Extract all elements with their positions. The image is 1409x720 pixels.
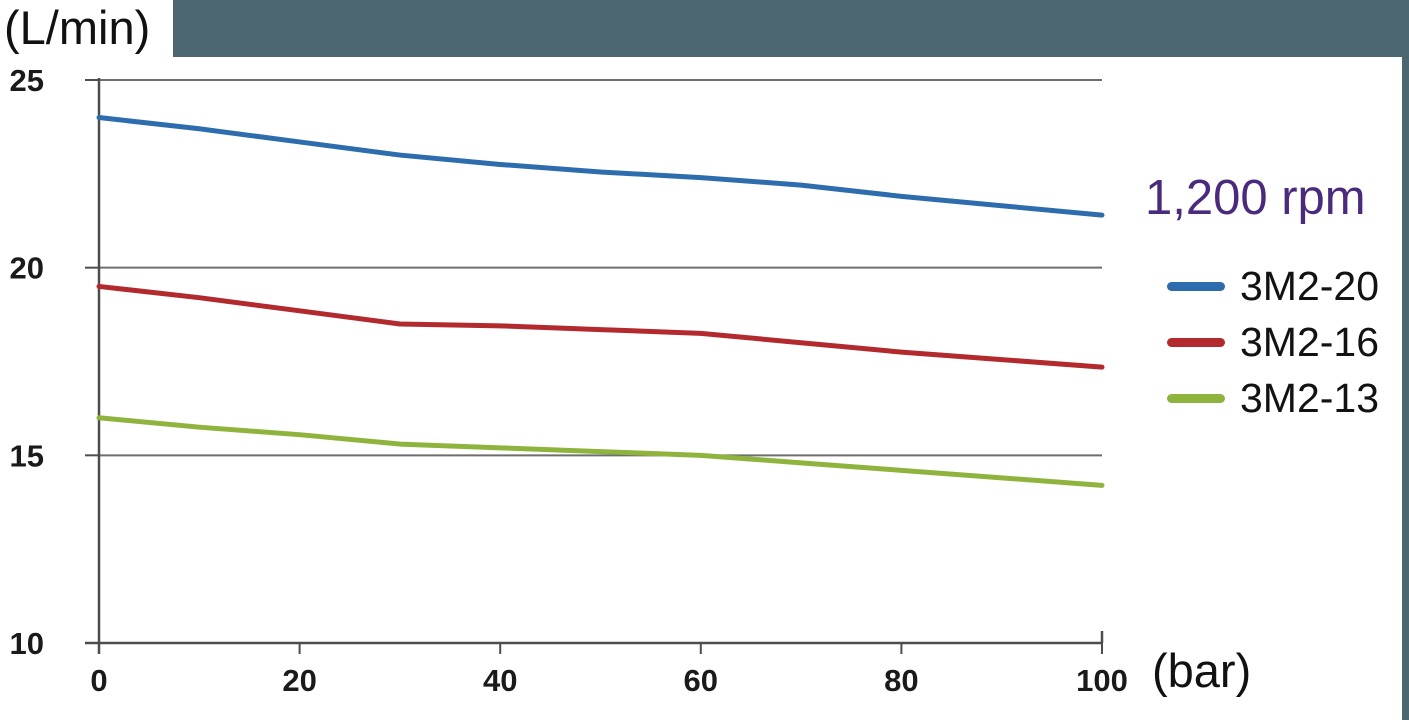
x-tick-label-60: 60 (684, 663, 718, 698)
x-tick-label-100: 100 (1076, 663, 1128, 698)
legend-title-rpm: 1,200 rpm (1145, 171, 1366, 225)
header-bar (173, 0, 1409, 57)
y-tick-label-25: 25 (10, 63, 44, 98)
legend-label: 3M2-13 (1240, 375, 1380, 421)
series-line-3m2-16 (96, 283, 1105, 370)
legend: 3M2-20 3M2-16 3M2-13 (1167, 262, 1379, 422)
legend-label: 3M2-20 (1240, 263, 1380, 309)
y-axis-unit-label: (L/min) (4, 1, 151, 54)
series-line-3m2-13 (96, 415, 1105, 488)
y-tick-label-10: 10 (10, 626, 44, 661)
x-tick-label-80: 80 (884, 663, 918, 698)
legend-label: 3M2-16 (1240, 319, 1380, 365)
legend-item-3m2-16: 3M2-16 (1167, 318, 1379, 366)
x-axis-unit-label: (bar) (1152, 644, 1252, 697)
legend-item-3m2-20: 3M2-20 (1167, 262, 1379, 310)
legend-swatch-green (1167, 393, 1225, 403)
right-edge-strip (1402, 0, 1409, 720)
y-tick-label-15: 15 (10, 438, 44, 473)
legend-item-3m2-13: 3M2-13 (1167, 374, 1379, 422)
y-tick-label-20: 20 (10, 251, 44, 286)
x-tick-label-0: 0 (90, 663, 107, 698)
x-tick-label-40: 40 (483, 663, 517, 698)
series-line-3m2-20 (96, 115, 1105, 218)
x-tick-label-20: 20 (282, 663, 316, 698)
legend-swatch-red (1167, 337, 1225, 347)
legend-swatch-blue (1167, 281, 1225, 291)
